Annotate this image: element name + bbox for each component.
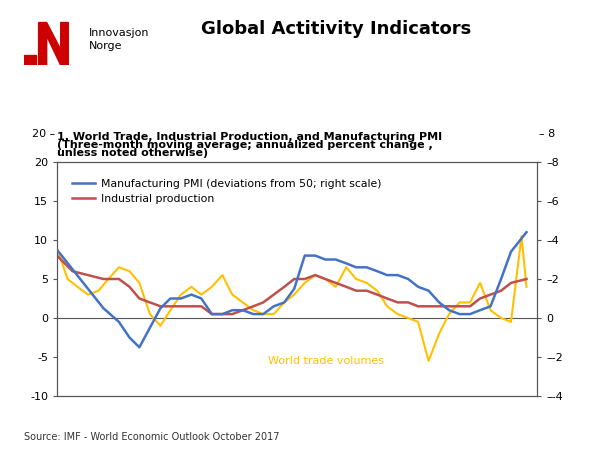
Text: Global Actitivity Indicators: Global Actitivity Indicators xyxy=(201,20,471,38)
Text: 20 –: 20 – xyxy=(32,129,55,139)
Text: unless noted otherwise): unless noted otherwise) xyxy=(57,148,208,158)
Legend: Manufacturing PMI (deviations from 50; right scale), Industrial production: Manufacturing PMI (deviations from 50; r… xyxy=(67,175,386,208)
Polygon shape xyxy=(38,22,68,65)
Text: Source: IMF - World Economic Outlook October 2017: Source: IMF - World Economic Outlook Oct… xyxy=(24,432,280,442)
Text: – 8: – 8 xyxy=(539,129,555,139)
Text: (Three-month moving average; annualized percent change ,: (Three-month moving average; annualized … xyxy=(57,140,433,150)
Bar xyxy=(24,55,36,65)
Text: World trade volumes: World trade volumes xyxy=(268,356,383,366)
Text: Innovasjon
Norge: Innovasjon Norge xyxy=(89,27,149,51)
Text: 1. World Trade, Industrial Production, and Manufacturing PMI: 1. World Trade, Industrial Production, a… xyxy=(57,132,442,142)
